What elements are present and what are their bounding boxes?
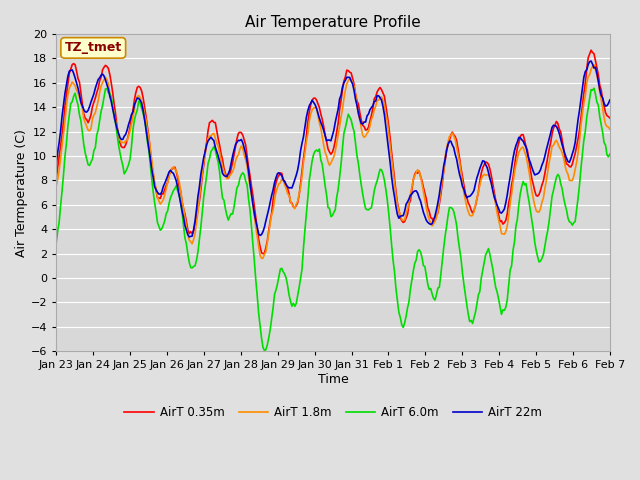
- AirT 6.0m: [531, 239, 538, 245]
- AirT 22m: [339, 84, 346, 90]
- AirT 0.35m: [88, 104, 96, 109]
- AirT 22m: [606, 97, 614, 103]
- AirT 22m: [186, 234, 193, 240]
- Legend: AirT 0.35m, AirT 1.8m, AirT 6.0m, AirT 22m: AirT 0.35m, AirT 1.8m, AirT 6.0m, AirT 2…: [120, 402, 547, 424]
- AirT 6.0m: [590, 85, 598, 91]
- Line: AirT 6.0m: AirT 6.0m: [56, 88, 610, 351]
- AirT 1.8m: [590, 62, 598, 68]
- Text: TZ_tmet: TZ_tmet: [65, 41, 122, 54]
- AirT 22m: [88, 95, 96, 101]
- AirT 1.8m: [606, 126, 614, 132]
- AirT 1.8m: [605, 124, 612, 130]
- AirT 0.35m: [52, 175, 60, 181]
- AirT 6.0m: [605, 154, 612, 160]
- Line: AirT 0.35m: AirT 0.35m: [56, 50, 610, 253]
- Line: AirT 1.8m: AirT 1.8m: [56, 65, 610, 258]
- AirT 0.35m: [339, 87, 346, 93]
- Y-axis label: Air Termperature (C): Air Termperature (C): [15, 129, 28, 257]
- AirT 6.0m: [260, 348, 268, 354]
- AirT 1.8m: [71, 83, 79, 89]
- AirT 6.0m: [71, 90, 79, 96]
- AirT 22m: [588, 58, 595, 64]
- AirT 0.35m: [605, 114, 612, 120]
- AirT 1.8m: [88, 116, 96, 122]
- Line: AirT 22m: AirT 22m: [56, 61, 610, 237]
- AirT 1.8m: [52, 182, 60, 188]
- AirT 22m: [605, 100, 612, 106]
- AirT 0.35m: [71, 62, 79, 68]
- AirT 6.0m: [52, 240, 60, 245]
- AirT 6.0m: [606, 151, 614, 157]
- X-axis label: Time: Time: [317, 373, 348, 386]
- AirT 22m: [531, 172, 538, 178]
- AirT 22m: [449, 142, 456, 148]
- AirT 6.0m: [449, 205, 456, 211]
- AirT 0.35m: [259, 251, 267, 256]
- Title: Air Temperature Profile: Air Temperature Profile: [245, 15, 421, 30]
- AirT 0.35m: [588, 48, 595, 53]
- AirT 22m: [52, 161, 60, 167]
- AirT 6.0m: [339, 145, 346, 151]
- AirT 22m: [71, 75, 79, 81]
- AirT 6.0m: [88, 156, 96, 162]
- AirT 1.8m: [449, 130, 456, 136]
- AirT 1.8m: [531, 203, 538, 208]
- AirT 0.35m: [531, 188, 538, 193]
- AirT 1.8m: [258, 255, 266, 261]
- AirT 0.35m: [449, 130, 456, 135]
- AirT 0.35m: [606, 115, 614, 121]
- AirT 1.8m: [339, 107, 346, 112]
